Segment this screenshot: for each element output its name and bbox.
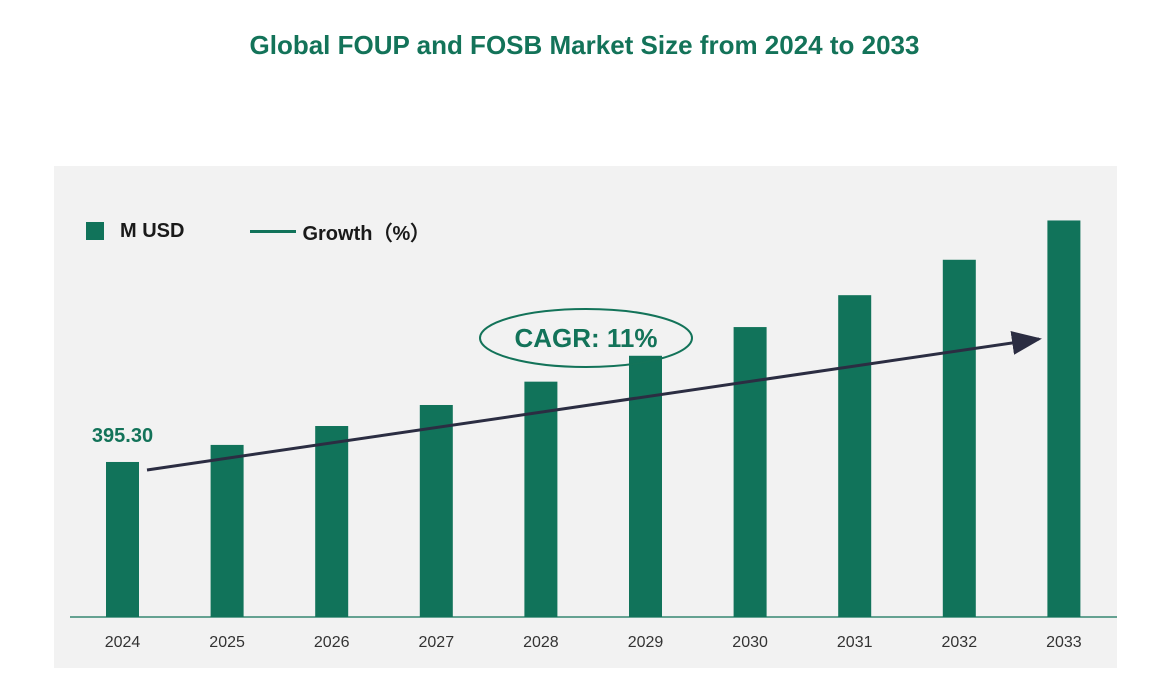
legend-bar-swatch [86, 222, 104, 240]
x-tick-2030: 2030 [732, 634, 768, 651]
x-tick-2024: 2024 [105, 634, 141, 651]
legend-bar-label: M USD [120, 219, 185, 242]
x-tick-2032: 2032 [942, 634, 978, 651]
legend-line-swatch [250, 229, 297, 233]
cagr-ellipse [479, 308, 693, 368]
x-tick-2031: 2031 [837, 634, 873, 651]
bar-2026 [315, 426, 349, 617]
data-label-group: 395.30 [92, 425, 153, 447]
chart-title: Global FOUP and FOSB Market Size from 20… [249, 30, 920, 60]
x-tick-2026: 2026 [314, 634, 350, 651]
data-label-2024: 395.30 [92, 425, 153, 447]
x-tick-2033: 2033 [1046, 634, 1082, 651]
legend-line-label: Growth（%） [302, 222, 431, 245]
bar-2032 [942, 259, 976, 617]
legend: M USD Growth（%） [86, 219, 430, 245]
bar-2024 [106, 461, 139, 617]
x-tick-2029: 2029 [628, 634, 664, 651]
bar-2028 [524, 381, 558, 617]
x-tick-2028: 2028 [523, 634, 559, 651]
bar-2031 [838, 295, 872, 617]
bar-2027 [419, 404, 453, 617]
chart-panel: 2024 2025 2026 2027 2028 2029 2030 2031 2032 2033… [54, 166, 1117, 668]
chart-svg: 2024 2025 2026 2027 2028 2029 2030 2031 2032 2033… [70, 220, 1117, 651]
bar-2030 [733, 327, 767, 617]
bar-group [106, 220, 1081, 617]
bar-2033 [1047, 220, 1081, 617]
x-tick-2025: 2025 [209, 634, 245, 651]
x-tick-group: 2024 2025 2026 2027 2028 2029 2030 2031 2032 2033 [105, 634, 1082, 651]
x-tick-2027: 2027 [419, 634, 455, 651]
cagr-label: CAGR: 11% [514, 323, 657, 353]
bar-2025 [210, 444, 244, 617]
cagr-arrow [146, 331, 1042, 472]
